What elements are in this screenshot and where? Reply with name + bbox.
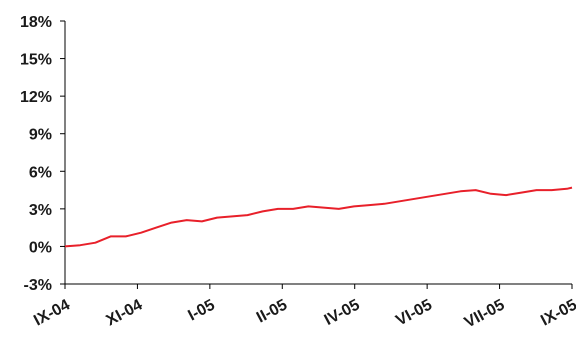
x-tick-label: IX-05	[538, 296, 576, 329]
series-line	[64, 186, 573, 248]
y-axis: 18% 15% 12% 9% 6% 3% 0% -3%	[20, 14, 66, 294]
x-tick-label: VII-05	[462, 296, 508, 331]
x-axis: IX-04 XI-04 I-05 II-05 IV-05 VI-05 VII-05 IX-05	[31, 283, 576, 332]
y-tick-label: 6%	[29, 164, 52, 181]
x-tick-label: II-05	[254, 296, 290, 326]
x-tick-label: IV-05	[322, 296, 363, 329]
y-tick-label: 9%	[29, 127, 52, 144]
y-tick-label: 15%	[20, 52, 52, 69]
y-tick-label: 0%	[29, 239, 52, 256]
x-tick-label: I-05	[185, 296, 217, 324]
x-tick-label: VI-05	[393, 296, 435, 329]
y-tick-label: 3%	[29, 202, 52, 219]
x-tick-label: IX-04	[31, 296, 73, 329]
x-tick-label: XI-04	[104, 296, 146, 329]
y-tick-label: 12%	[20, 89, 52, 106]
series-layer	[64, 186, 573, 248]
y-tick-label: -3%	[24, 277, 52, 294]
y-tick-label: 18%	[20, 14, 52, 31]
